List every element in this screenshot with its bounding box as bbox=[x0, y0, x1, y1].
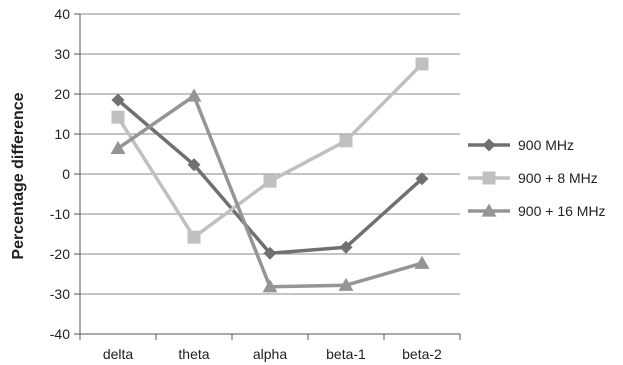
y-tick-labels: -40 -30 -20 -10 0 10 20 30 40 bbox=[50, 6, 70, 342]
data-point bbox=[111, 110, 125, 124]
series-lines bbox=[110, 57, 430, 293]
data-point bbox=[263, 246, 277, 260]
series-1 bbox=[111, 93, 429, 260]
data-point bbox=[111, 93, 125, 107]
axes bbox=[74, 13, 461, 340]
data-point bbox=[339, 240, 353, 254]
data-point bbox=[415, 172, 429, 186]
legend-swatch-marker bbox=[481, 203, 497, 217]
legend-swatch-marker bbox=[482, 171, 496, 185]
legend-label: 900 + 16 MHz bbox=[518, 203, 606, 219]
y-tick-label: -20 bbox=[50, 246, 70, 262]
gridlines bbox=[80, 13, 460, 295]
legend-swatch-marker bbox=[482, 138, 496, 152]
data-point bbox=[186, 88, 202, 102]
x-category-label: delta bbox=[103, 346, 134, 362]
data-point bbox=[110, 140, 126, 155]
x-category-labels: delta theta alpha beta-1 beta-2 bbox=[103, 346, 442, 362]
legend-label: 900 + 8 MHz bbox=[518, 170, 598, 186]
data-point bbox=[415, 57, 429, 71]
x-category-label: beta-2 bbox=[402, 346, 442, 362]
x-category-label: alpha bbox=[253, 346, 287, 362]
legend-entry: 900 MHz bbox=[468, 137, 574, 153]
y-axis-title: Percentage difference bbox=[10, 92, 27, 259]
x-category-label: beta-1 bbox=[326, 346, 366, 362]
data-point bbox=[263, 174, 277, 188]
data-point bbox=[338, 277, 354, 291]
y-tick-label: 20 bbox=[54, 86, 70, 102]
data-point bbox=[339, 134, 353, 148]
data-point bbox=[414, 255, 430, 269]
legend: 900 MHz 900 + 8 MHz 900 + 16 MHz bbox=[468, 137, 606, 219]
legend-entry: 900 + 8 MHz bbox=[468, 170, 598, 186]
x-category-label: theta bbox=[178, 346, 209, 362]
data-point bbox=[187, 230, 201, 244]
y-tick-label: 40 bbox=[54, 6, 70, 22]
series-line bbox=[116, 62, 424, 239]
series-3 bbox=[110, 88, 430, 293]
y-tick-label: -10 bbox=[50, 206, 70, 222]
y-tick-label: -30 bbox=[50, 286, 70, 302]
y-tick-label: 0 bbox=[62, 166, 70, 182]
data-point bbox=[262, 279, 278, 293]
y-tick-label: 30 bbox=[54, 46, 70, 62]
series-2 bbox=[111, 57, 429, 244]
y-tick-label: 10 bbox=[54, 126, 70, 142]
y-tick-label: -40 bbox=[50, 326, 70, 342]
legend-label: 900 MHz bbox=[518, 137, 574, 153]
data-point bbox=[187, 158, 201, 172]
legend-entry: 900 + 16 MHz bbox=[468, 203, 606, 219]
